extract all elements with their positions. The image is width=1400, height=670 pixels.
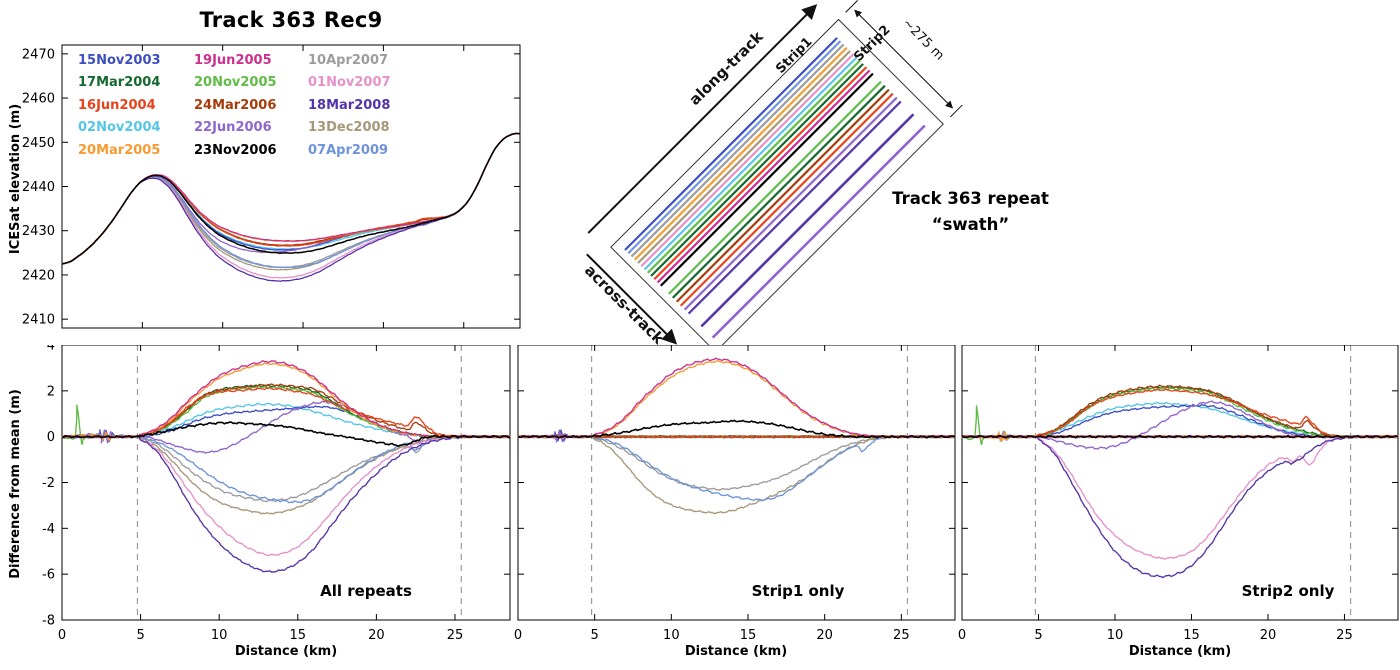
svg-text:0: 0 xyxy=(58,628,66,643)
svg-text:5: 5 xyxy=(1034,628,1042,643)
svg-text:5: 5 xyxy=(136,628,144,643)
svg-text:15: 15 xyxy=(740,628,757,643)
svg-text:2430: 2430 xyxy=(22,224,55,239)
svg-text:-8: -8 xyxy=(42,614,55,629)
swath-caption-line1: Track 363 repeat xyxy=(892,189,1049,208)
legend-item: 24Mar2006 xyxy=(194,97,277,113)
swath-caption-line2: “swath” xyxy=(931,214,1010,234)
difference-y-axis-label: Difference from mean (m) xyxy=(8,389,23,579)
svg-text:10: 10 xyxy=(211,628,228,643)
svg-text:20: 20 xyxy=(816,628,833,643)
legend-item: 22Jun2006 xyxy=(194,120,272,136)
svg-text:2460: 2460 xyxy=(22,92,55,107)
svg-text:15: 15 xyxy=(290,628,307,643)
svg-text:20: 20 xyxy=(1260,628,1277,643)
legend: 15Nov2003 17Mar2004 16Jun2004 02Nov2004 20Ma… xyxy=(78,50,408,162)
legend-item: 07Apr2009 xyxy=(308,142,389,158)
legend-item: 19Jun2005 xyxy=(194,53,272,68)
legend-item: 02Nov2004 xyxy=(78,120,161,136)
svg-text:20: 20 xyxy=(368,628,385,643)
elevation-y-axis-label: ICESat elevation (m) xyxy=(8,103,23,255)
strip2-label: Strip2 xyxy=(851,23,893,65)
svg-text:2440: 2440 xyxy=(22,180,55,195)
svg-text:-4: -4 xyxy=(42,522,55,537)
x-axis-label-1: Distance (km) xyxy=(234,644,338,659)
swath-width-label: ~275 m xyxy=(899,16,947,64)
svg-text:0: 0 xyxy=(958,628,966,643)
svg-text:25: 25 xyxy=(1336,628,1353,643)
svg-text:2450: 2450 xyxy=(22,136,55,151)
svg-text:2420: 2420 xyxy=(22,268,55,283)
svg-text:4: 4 xyxy=(47,345,55,354)
swath-caption: Track 363 repeat “swath” xyxy=(873,186,1068,237)
chart-title: Track 363 Rec9 xyxy=(199,8,383,32)
legend-item: 01Nov2007 xyxy=(308,75,391,91)
legend-item: 10Apr2007 xyxy=(308,53,389,68)
legend-item: 20Nov2005 xyxy=(194,75,277,91)
panel-label-all-repeats: All repeats xyxy=(320,582,412,600)
x-axis-label-3: Distance (km) xyxy=(1128,644,1232,659)
svg-text:10: 10 xyxy=(663,628,680,643)
legend-item: 15Nov2003 xyxy=(78,53,161,68)
svg-text:2410: 2410 xyxy=(22,313,55,328)
svg-text:10: 10 xyxy=(1107,628,1124,643)
legend-item: 23Nov2006 xyxy=(194,142,277,158)
svg-text:0: 0 xyxy=(47,430,55,445)
legend-item: 17Mar2004 xyxy=(78,75,161,91)
swath-diagram-svg: along-track across-track ~275 m Strip1 S… xyxy=(581,0,963,345)
svg-text:25: 25 xyxy=(893,628,910,643)
legend-item: 16Jun2004 xyxy=(78,97,156,113)
elevation-chart-svg: 2410 2420 2430 2440 2450 2460 2470 xyxy=(22,44,521,329)
across-track-label: across-track xyxy=(581,261,668,345)
svg-text:-6: -6 xyxy=(42,568,55,583)
panel-label-strip1-only: Strip1 only xyxy=(751,582,845,600)
svg-text:2470: 2470 xyxy=(22,47,55,62)
svg-text:15: 15 xyxy=(1183,628,1200,643)
swath-diagram: along-track across-track ~275 m Strip1 S… xyxy=(555,0,1140,345)
legend-item: 18Mar2008 xyxy=(308,97,391,113)
svg-text:-2: -2 xyxy=(42,476,55,491)
difference-charts-svg: -8 -6 -4 -2 0 2 4 0 5 10 15 20 25 0 5 10 15 20 25 0 5 10 15 20 2… xyxy=(42,345,1399,643)
svg-text:2: 2 xyxy=(47,384,55,399)
x-axis-label-2: Distance (km) xyxy=(684,644,788,659)
legend-item: 13Dec2008 xyxy=(308,120,390,136)
svg-text:25: 25 xyxy=(447,628,464,643)
legend-item: 20Mar2005 xyxy=(78,142,161,158)
svg-text:5: 5 xyxy=(591,628,599,643)
along-track-label: along-track xyxy=(686,27,768,109)
svg-text:0: 0 xyxy=(514,628,522,643)
panel-label-strip2-only: Strip2 only xyxy=(1241,582,1335,600)
